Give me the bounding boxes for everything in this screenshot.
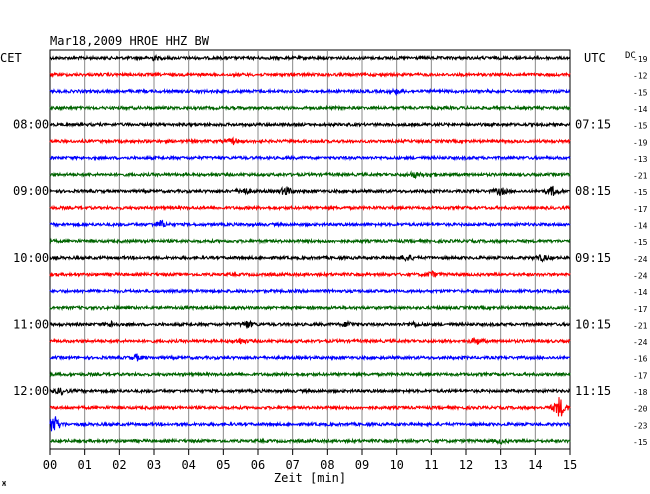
trace-row — [49, 154, 571, 162]
trace-row — [49, 387, 571, 397]
x-tick-label: 00 — [43, 458, 57, 472]
trace-row — [49, 53, 571, 62]
dc-offset-label: -15 — [633, 122, 648, 131]
left-axis-label: CET — [0, 51, 22, 65]
trace-row — [49, 104, 571, 112]
dc-offset-label: -21 — [633, 172, 648, 181]
x-tick-label: 08 — [320, 458, 334, 472]
dc-offset-label: -24 — [633, 255, 648, 264]
right-hour-label: 07:15 — [575, 118, 611, 132]
dc-offset-label: -21 — [633, 321, 648, 330]
chart-title: Mar18,2009 HROE HHZ BW — [50, 34, 210, 48]
dc-offset-label: -15 — [633, 238, 648, 247]
right-axis-label: UTC — [584, 51, 606, 65]
x-tick-label: 06 — [251, 458, 265, 472]
trace-row — [49, 337, 571, 345]
right-hour-labels: 07:15 08:15 09:15 10:15 11:15 — [575, 118, 611, 398]
x-tick-label: 14 — [528, 458, 542, 472]
dc-offset-label: -15 — [633, 88, 648, 97]
trace-row — [49, 287, 571, 295]
dc-offset-label: -18 — [633, 388, 648, 397]
dc-offset-label: -19 — [633, 138, 648, 147]
trace-row — [49, 304, 571, 312]
trace-row — [49, 319, 571, 329]
dc-offset-label: -24 — [633, 271, 648, 280]
dc-offset-label: -14 — [633, 288, 648, 297]
trace-row — [49, 254, 571, 263]
dc-offset-label: -24 — [633, 338, 648, 347]
dc-offset-label: -12 — [633, 72, 648, 81]
trace-row — [49, 71, 571, 79]
dc-offset-label: -15 — [633, 188, 648, 197]
right-hour-label: 11:15 — [575, 384, 611, 398]
x-tick-label: 13 — [493, 458, 507, 472]
trace-row — [49, 270, 571, 278]
dc-offset-label: -17 — [633, 205, 648, 214]
trace-row — [49, 353, 571, 362]
seismogram-traces — [49, 53, 571, 445]
trace-row — [49, 370, 571, 378]
right-hour-label: 10:15 — [575, 317, 611, 331]
x-tick-label: 05 — [216, 458, 230, 472]
left-hour-label: 09:00 — [13, 184, 49, 198]
trace-row — [49, 136, 571, 146]
x-tick-label: 01 — [77, 458, 91, 472]
x-tick-label: 10 — [389, 458, 403, 472]
x-tick-label: 04 — [181, 458, 195, 472]
trace-row — [49, 170, 571, 180]
x-tick-label: 09 — [355, 458, 369, 472]
trace-row — [49, 437, 571, 445]
x-ticks: 00 01 02 03 04 05 06 07 08 09 10 11 12 13 14 15 — [43, 449, 577, 472]
dc-offset-label: -13 — [633, 155, 648, 164]
x-tick-label: 07 — [285, 458, 299, 472]
left-hour-label: 12:00 — [13, 384, 49, 398]
left-hour-label: 11:00 — [13, 317, 49, 331]
trace-row — [49, 237, 571, 245]
dc-offset-label: -20 — [633, 405, 648, 414]
trace-row — [49, 121, 571, 129]
x-axis-label: Zeit [min] — [274, 471, 346, 485]
dc-offset-labels: -19 -12 -15 -14 -15 -19 -13 -21 -15 -17 -14 -15 -24 -… — [633, 55, 648, 447]
trace-row — [49, 416, 571, 432]
dc-offset-label: -16 — [633, 355, 648, 364]
plot-frame — [49, 49, 571, 450]
dc-offset-label: -14 — [633, 222, 648, 231]
dc-offset-label: -19 — [633, 55, 648, 64]
dc-offset-label: -15 — [633, 438, 648, 447]
x-tick-label: 02 — [112, 458, 126, 472]
minute-gridlines — [84, 50, 536, 449]
trace-row — [49, 219, 571, 228]
trace-row — [49, 204, 571, 212]
dc-offset-label: -23 — [633, 421, 648, 430]
x-tick-label: 15 — [563, 458, 577, 472]
x-tick-label: 03 — [147, 458, 161, 472]
left-hour-label: 10:00 — [13, 251, 49, 265]
x-tick-label: 11 — [424, 458, 438, 472]
right-hour-label: 08:15 — [575, 184, 611, 198]
right-hour-label: 09:15 — [575, 251, 611, 265]
x-tick-label: 12 — [459, 458, 473, 472]
dc-offset-label: -17 — [633, 371, 648, 380]
dc-label: DC — [625, 51, 636, 61]
left-hour-label: 08:00 — [13, 118, 49, 132]
footer-mark: Ж — [2, 480, 7, 488]
trace-row — [49, 397, 571, 417]
trace-row — [49, 185, 571, 196]
dc-offset-label: -14 — [633, 105, 648, 114]
trace-row — [49, 87, 571, 97]
left-hour-labels: 08:00 09:00 10:00 11:00 12:00 — [13, 118, 49, 398]
dc-offset-label: -17 — [633, 305, 648, 314]
